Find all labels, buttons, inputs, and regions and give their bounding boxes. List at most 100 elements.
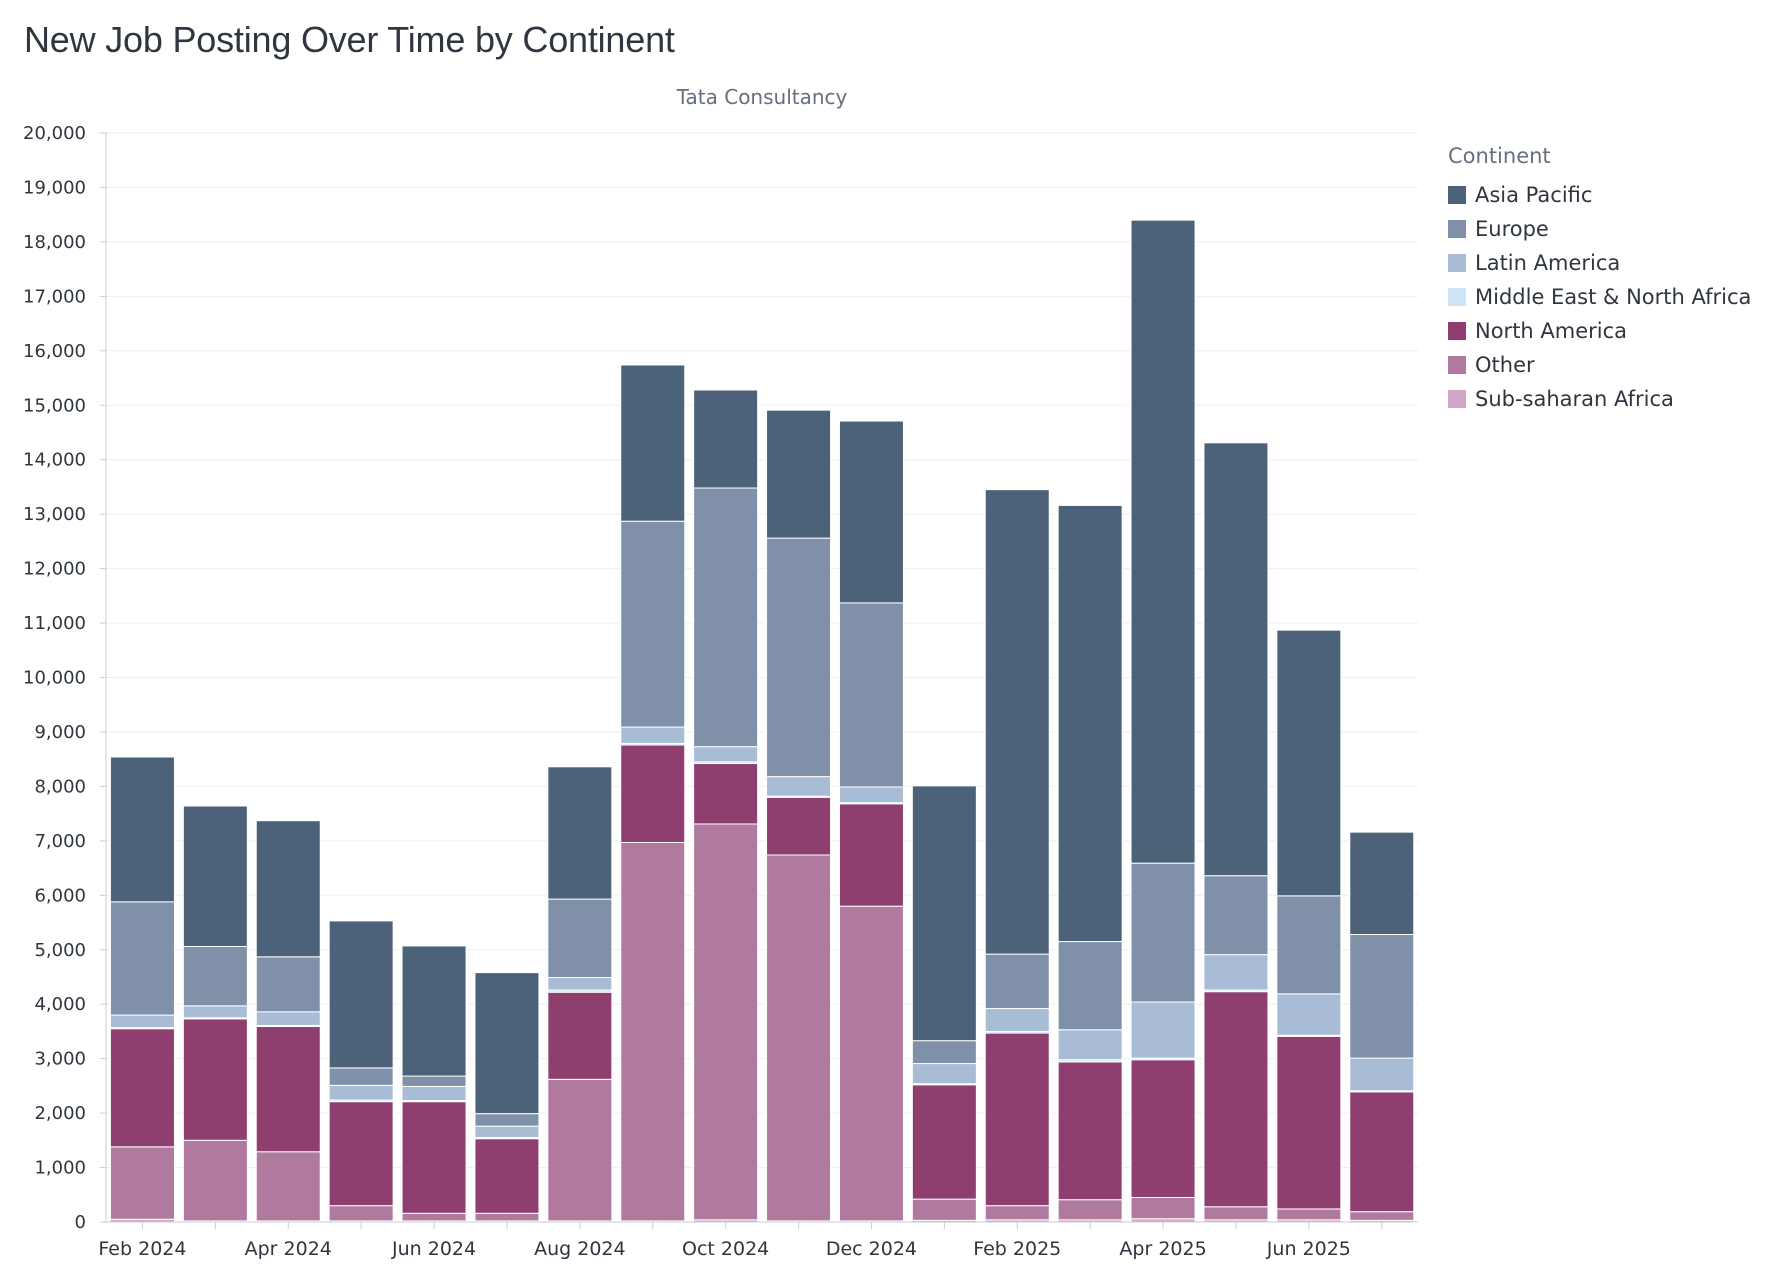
x-tick-label: Apr 2025 (1119, 1238, 1206, 1260)
bar-segment: Jun 2024 — Other: 140 (401, 1212, 467, 1222)
bar-segment: Mar 2024 — North America: 2230 (182, 1018, 248, 1141)
bar-segment: Mar 2024 — Europe: 1090 (182, 945, 248, 1007)
bar-segment: Jul 2025 — North America: 2200 (1349, 1091, 1415, 1213)
bar-segment: Feb 2025 — Europe: 1000 (984, 953, 1050, 1010)
legend-swatch (1448, 220, 1466, 238)
legend-label: Middle East & North Africa (1475, 285, 1751, 309)
bar-segment: Sep 2024 — North America: 1790 (620, 744, 686, 843)
bar-segment: Jul 2024 — North America: 1370 (474, 1138, 540, 1214)
bar-segment: Mar 2025 — North America: 2530 (1057, 1061, 1123, 1201)
bar-segment: Aug 2024 — Europe: 1440 (547, 898, 613, 979)
y-tick-label: 2,000 (34, 1103, 86, 1124)
bar-segment: Sep 2024 — Europe: 3780 (620, 520, 686, 728)
bar-segment: Feb 2024 — Asia Pacific: 2660 (109, 756, 175, 903)
bar-segment: Jun 2024 — Asia Pacific: 2390 (401, 945, 467, 1077)
y-tick-label: 11,000 (23, 613, 86, 634)
legend-title: Continent (1448, 144, 1551, 168)
bar-segment: Mar 2025 — Latin America: 550 (1057, 1029, 1123, 1061)
bar-segment: May 2025 — Other: 240 (1203, 1206, 1269, 1221)
y-tick-label: 20,000 (23, 123, 86, 144)
bar-segment: Feb 2025 — Latin America: 420 (984, 1008, 1050, 1032)
legend-label: Sub-saharan Africa (1475, 387, 1674, 411)
page-title: New Job Posting Over Time by Continent (24, 19, 675, 60)
bar-segment: Jun 2024 — Latin America: 260 (401, 1085, 467, 1102)
bar-segment: May 2025 — Europe: 1450 (1203, 875, 1269, 956)
bar-segment: Apr 2025 — Latin America: 1030 (1130, 1001, 1196, 1059)
bar-segment: May 2025 — Latin America: 650 (1203, 954, 1269, 991)
y-tick-label: 5,000 (34, 940, 86, 961)
bar-segment: Jan 2025 — North America: 2100 (911, 1084, 977, 1200)
bar-segment: Oct 2024 — North America: 1110 (693, 763, 759, 825)
bar-segment: Apr 2024 — Latin America: 250 (255, 1011, 321, 1026)
bar-segment: Dec 2024 — North America: 1880 (838, 803, 904, 907)
bar-segment: May 2025 — North America: 3950 (1203, 991, 1269, 1208)
gridlines (106, 132, 1418, 1169)
bar-segment: Jul 2024 — Latin America: 210 (474, 1125, 540, 1139)
bar-segment: Apr 2024 — North America: 2300 (255, 1026, 321, 1153)
bar-segment: Jun 2024 — Europe: 190 (401, 1075, 467, 1087)
bars: Feb 2024 — Sub-saharan Africa: 50Feb 202… (109, 219, 1415, 1223)
bar-segment: Apr 2024 — Asia Pacific: 2500 (255, 820, 321, 958)
bar-segment: Feb 2024 — Other: 1330 (109, 1146, 175, 1220)
bar-segment: Jun 2025 — North America: 3170 (1276, 1035, 1342, 1210)
chart-subtitle: Tata Consultancy (676, 85, 848, 109)
bar-segment: Jun 2025 — Latin America: 760 (1276, 993, 1342, 1036)
bar-segment: Dec 2024 — Asia Pacific: 3340 (838, 420, 904, 604)
bar-segment: Mar 2025 — Asia Pacific: 8010 (1057, 504, 1123, 943)
bar-segment: Mar 2024 — Asia Pacific: 2580 (182, 805, 248, 947)
bar-segment: Apr 2024 — Europe: 1010 (255, 956, 321, 1013)
bar-segment: Feb 2024 — Latin America: 230 (109, 1014, 175, 1029)
bar-segment: May 2025 — Asia Pacific: 7950 (1203, 442, 1269, 877)
x-tick-label: Feb 2025 (973, 1238, 1061, 1260)
y-tick-label: 1,000 (34, 1158, 86, 1179)
bar-segment: Nov 2024 — Latin America: 360 (766, 776, 832, 797)
legend-swatch (1448, 288, 1466, 306)
bar-segment: Jan 2025 — Europe: 420 (911, 1040, 977, 1065)
legend-swatch (1448, 356, 1466, 374)
bar-segment: May 2024 — Latin America: 270 (328, 1084, 394, 1101)
bar-segment: Jun 2024 — North America: 2050 (401, 1101, 467, 1214)
x-tick-label: Apr 2024 (245, 1238, 332, 1260)
x-tick-label: Oct 2024 (682, 1238, 769, 1260)
x-axis-ticks: Feb 2024 Apr 2024 Jun 2024 Aug 2024 Oct 2024… (98, 1222, 1383, 1260)
bar-segment: Sep 2024 — Asia Pacific: 2870 (620, 364, 686, 522)
bar-segment: Oct 2024 — Latin America: 280 (693, 746, 759, 763)
legend-label: Latin America (1475, 251, 1620, 275)
bar-segment: Oct 2024 — Other: 7270 (693, 823, 759, 1221)
legend-swatch (1448, 254, 1466, 272)
x-tick-label: Aug 2024 (534, 1238, 626, 1260)
legend-swatch (1448, 390, 1466, 408)
bar-segment: Aug 2024 — Latin America: 230 (547, 977, 613, 991)
bar-segment: Oct 2024 — Asia Pacific: 1800 (693, 389, 759, 489)
bar-segment: Jul 2025 — Europe: 2270 (1349, 934, 1415, 1059)
y-tick-label: 10,000 (23, 668, 86, 689)
bar-segment: Mar 2025 — Other: 370 (1057, 1199, 1123, 1221)
x-tick-label: Dec 2024 (826, 1238, 917, 1260)
bar-segment: Jul 2025 — Other: 160 (1349, 1211, 1415, 1221)
bar-segment: Jan 2025 — Asia Pacific: 4680 (911, 785, 977, 1042)
bar-segment: Feb 2024 — North America: 2170 (109, 1028, 175, 1148)
bar-segment: Mar 2025 — Europe: 1620 (1057, 941, 1123, 1031)
legend-swatch (1448, 186, 1466, 204)
bar-segment: Apr 2025 — Europe: 2550 (1130, 862, 1196, 1003)
bar-segment: Jul 2024 — Europe: 230 (474, 1113, 540, 1127)
bar-segment: Dec 2024 — Europe: 3380 (838, 602, 904, 788)
bar-segment: May 2024 — Europe: 320 (328, 1067, 394, 1086)
bar-segment: Dec 2024 — Latin America: 290 (838, 786, 904, 804)
bar-segment: May 2024 — Asia Pacific: 2700 (328, 920, 394, 1069)
y-tick-label: 6,000 (34, 885, 86, 906)
legend: Continent Asia Pacific Europe Latin Americ… (1448, 144, 1751, 411)
bar-segment: Aug 2024 — North America: 1600 (547, 991, 613, 1080)
bar-segment: Sep 2024 — Other: 6950 (620, 841, 686, 1222)
bar-segment: Feb 2025 — Other: 260 (984, 1205, 1050, 1221)
x-tick-label: Feb 2024 (98, 1238, 186, 1260)
y-tick-label: 8,000 (34, 776, 86, 797)
bar-segment: Jun 2025 — Asia Pacific: 4880 (1276, 629, 1342, 897)
bar-segment: Nov 2024 — Asia Pacific: 2350 (766, 409, 832, 539)
bar-segment: Apr 2025 — Other: 390 (1130, 1197, 1196, 1220)
legend-label: Asia Pacific (1475, 183, 1592, 207)
x-tick-label: Jun 2024 (391, 1238, 476, 1260)
bar-segment: Jun 2025 — Europe: 1800 (1276, 895, 1342, 995)
bar-segment: Jan 2025 — Other: 390 (911, 1198, 977, 1221)
